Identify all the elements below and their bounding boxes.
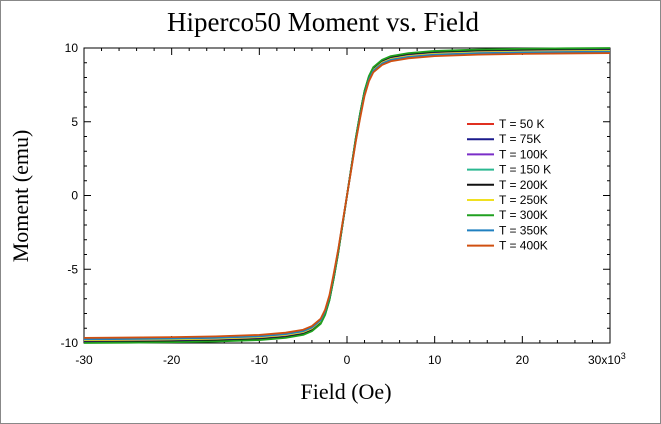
x-tick-label: 20 (516, 353, 530, 367)
legend-label: T = 350K (499, 223, 548, 237)
y-axis: -10 -5 0 5 10 (61, 41, 610, 350)
y-tick-label: 0 (71, 189, 78, 203)
y-tick-label: 10 (65, 41, 79, 55)
x-tick-label: -10 (251, 353, 269, 367)
legend-label: T = 250K (499, 193, 548, 207)
chart-title: Hiperco50 Moment vs. Field (167, 7, 479, 37)
x-tick-label: 0 (344, 353, 351, 367)
legend-label: T = 300K (499, 208, 548, 222)
legend-label: T = 100K (499, 147, 548, 161)
legend-label: T = 150 K (499, 163, 551, 177)
x-tick-label: 10 (428, 353, 442, 367)
legend-label: T = 75K (499, 132, 541, 146)
x-tick-exponent: 3 (621, 351, 626, 361)
legend-label: T = 200K (499, 178, 548, 192)
x-tick-label: 30x103 (588, 351, 626, 367)
legend-label: T = 50 K (499, 117, 544, 131)
y-tick-label: -10 (61, 336, 79, 350)
x-axis-label: Field (Oe) (300, 379, 391, 404)
series-lines (83, 47, 611, 344)
y-tick-label: 5 (71, 115, 78, 129)
y-axis-label: Moment (emu) (8, 130, 33, 263)
x-tick-label: -30 (75, 353, 93, 367)
legend-label: T = 400K (499, 239, 548, 253)
x-tick-label: -20 (163, 353, 181, 367)
y-tick-label: -5 (67, 262, 78, 276)
series-line (83, 52, 611, 339)
